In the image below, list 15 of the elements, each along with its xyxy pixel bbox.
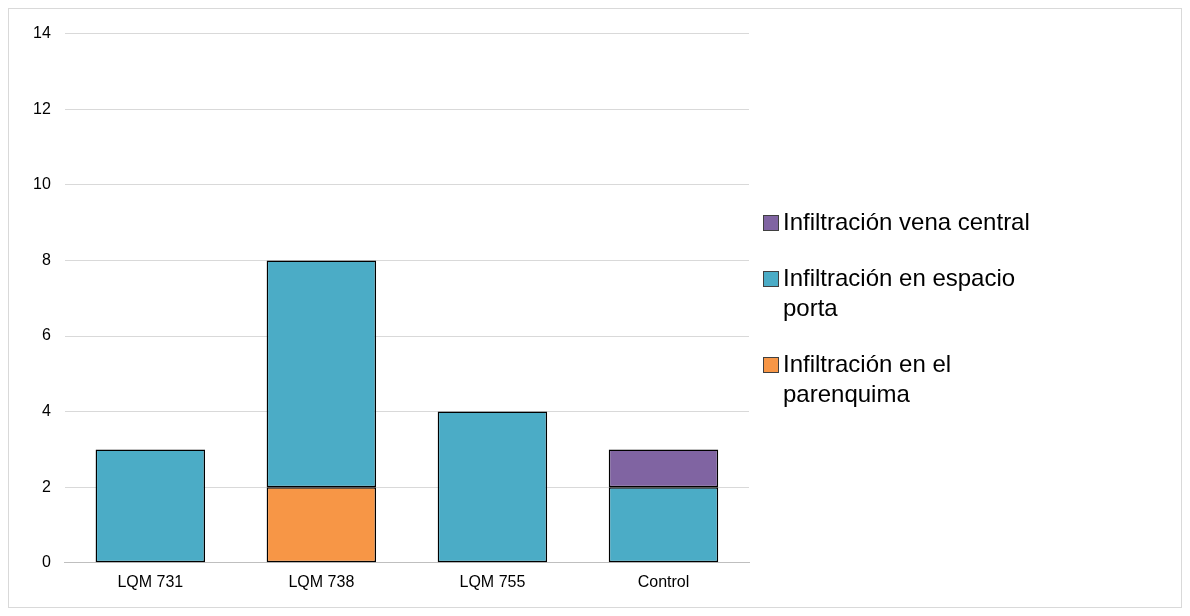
y-tick-label: 12 bbox=[33, 99, 51, 117]
y-tick-label: 4 bbox=[41, 402, 51, 420]
legend-label: Infiltración en el parenquima bbox=[783, 349, 953, 409]
y-tick-label: 2 bbox=[41, 477, 51, 495]
y-tick-label: 0 bbox=[41, 553, 51, 571]
x-tick-label: LQM 755 bbox=[459, 572, 526, 590]
y-tick-label: 10 bbox=[33, 175, 51, 193]
y-tick-label: 6 bbox=[41, 326, 51, 344]
legend-label: Infiltración en espacio porta bbox=[783, 263, 1017, 323]
x-tick-label: LQM 738 bbox=[288, 572, 355, 590]
y-tick-label: 14 bbox=[33, 24, 51, 42]
x-tick-label: Control bbox=[637, 572, 690, 590]
y-tick-label: 8 bbox=[41, 250, 51, 268]
x-tick-label: LQM 731 bbox=[117, 572, 184, 590]
legend-label: Infiltración vena central bbox=[783, 207, 1031, 237]
